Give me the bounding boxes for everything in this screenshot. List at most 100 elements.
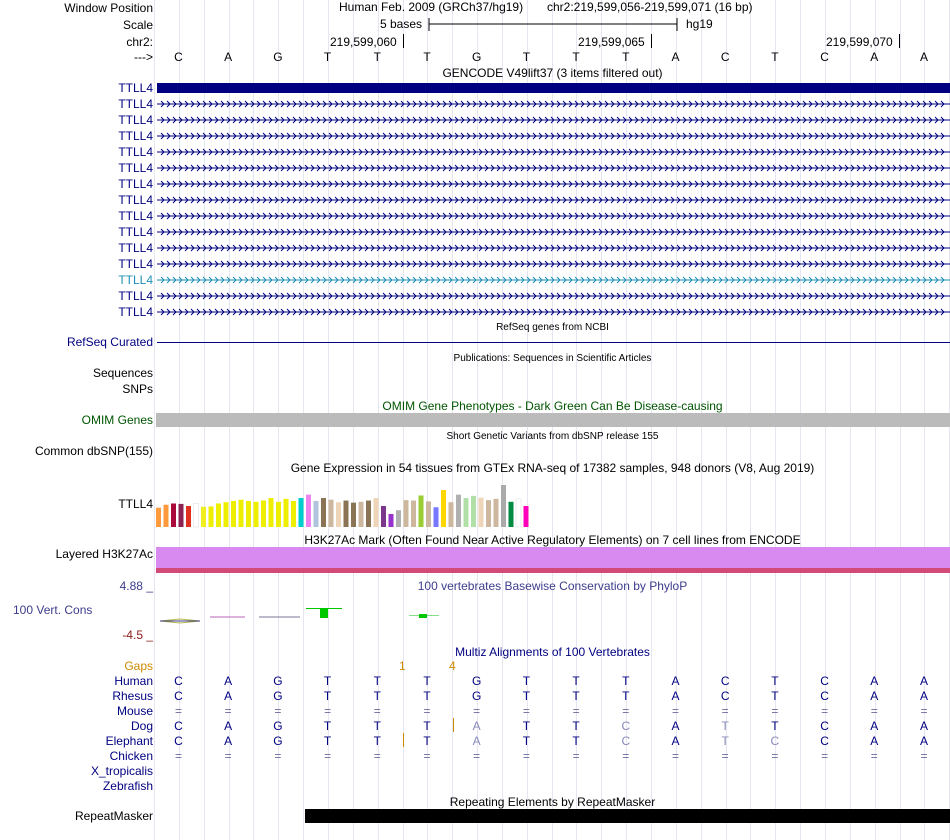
dbsnp-label[interactable]: Common dbSNP(155) (34, 444, 153, 458)
gencode-intron[interactable] (157, 179, 950, 189)
gtex-tissue-bar[interactable] (411, 500, 416, 527)
gtex-tissue-bar[interactable] (463, 498, 469, 527)
gencode-gene-label[interactable]: TTLL4 (118, 305, 153, 319)
gencode-intron[interactable] (157, 99, 950, 109)
h3k27ac-signal-layer[interactable] (156, 547, 950, 568)
gtex-tissue-bar[interactable] (216, 503, 221, 527)
gtex-tissue-bar[interactable] (238, 499, 244, 527)
gtex-tissue-bar[interactable] (321, 498, 326, 527)
gencode-exon[interactable] (157, 83, 950, 93)
position-readout[interactable]: chr2:219,599,056-219,599,071 (16 bp) (547, 0, 753, 14)
gtex-tissue-bar[interactable] (456, 494, 461, 527)
gtex-expression-chart[interactable] (155, 476, 535, 528)
gtex-tissue-bar[interactable] (381, 506, 386, 527)
gencode-intron[interactable] (157, 243, 950, 253)
gtex-tissue-bar[interactable] (523, 506, 529, 527)
repeatmasker-element[interactable] (305, 809, 950, 823)
gtex-tissue-bar[interactable] (478, 497, 484, 527)
h3k27ac-track-title[interactable]: H3K27Ac Mark (Often Found Near Active Re… (304, 533, 801, 547)
gtex-tissue-bar[interactable] (358, 501, 364, 527)
gtex-tissue-bar[interactable] (313, 500, 319, 527)
gtex-tissue-bar[interactable] (351, 502, 356, 527)
gtex-tissue-bar[interactable] (156, 507, 161, 527)
gtex-tissue-bar[interactable] (433, 507, 439, 527)
gencode-gene-label[interactable]: TTLL4 (118, 145, 153, 159)
gtex-tissue-bar[interactable] (328, 499, 334, 527)
gtex-tissue-bar[interactable] (268, 498, 274, 527)
gtex-tissue-bar[interactable] (515, 498, 522, 528)
repeatmasker-label[interactable]: RepeatMasker (74, 809, 153, 823)
gtex-tissue-bar[interactable] (178, 503, 184, 527)
gtex-gene-label[interactable]: TTLL4 (118, 497, 153, 511)
gencode-intron[interactable] (157, 147, 950, 157)
gtex-tissue-bar[interactable] (366, 500, 371, 527)
gtex-tissue-bar[interactable] (291, 500, 296, 527)
gtex-tissue-bar[interactable] (426, 501, 431, 527)
gtex-tissue-bar[interactable] (418, 495, 424, 528)
gencode-intron[interactable] (157, 163, 950, 173)
gtex-tissue-bar[interactable] (163, 504, 169, 527)
publications-snps-label[interactable]: SNPs (122, 382, 153, 396)
gtex-tissue-bar[interactable] (396, 510, 401, 527)
gencode-gene-label[interactable]: TTLL4 (118, 161, 153, 175)
gencode-gene-label[interactable]: TTLL4 (118, 209, 153, 223)
gtex-tissue-bar[interactable] (253, 501, 259, 527)
gencode-gene-label[interactable]: TTLL4 (118, 257, 153, 271)
phylop-track-title[interactable]: 100 vertebrates Basewise Conservation by… (417, 579, 688, 593)
publications-track-title[interactable]: Publications: Sequences in Scientific Ar… (453, 353, 652, 364)
refseq-track-title[interactable]: RefSeq genes from NCBI (496, 322, 609, 333)
gtex-tissue-bar[interactable] (283, 498, 289, 527)
h3k27ac-label[interactable]: Layered H3K27Ac (55, 547, 153, 561)
gtex-tissue-bar[interactable] (336, 502, 341, 527)
gtex-tissue-bar[interactable] (471, 495, 476, 527)
omim-track-title[interactable]: OMIM Gene Phenotypes - Dark Green Can Be… (382, 399, 723, 413)
gencode-gene-label[interactable]: TTLL4 (118, 273, 153, 287)
gencode-intron[interactable] (157, 307, 950, 317)
omim-label[interactable]: OMIM Genes (81, 413, 153, 427)
phylop-label[interactable]: 100 Vert. Cons (13, 603, 93, 617)
gencode-gene-label[interactable]: TTLL4 (118, 193, 153, 207)
gencode-gene-label[interactable]: TTLL4 (118, 81, 153, 95)
gtex-tissue-bar[interactable] (508, 501, 514, 527)
gtex-tissue-bar[interactable] (501, 485, 506, 527)
gencode-gene-label[interactable]: TTLL4 (118, 225, 153, 239)
gencode-track-title[interactable]: GENCODE V49lift37 (3 items filtered out) (442, 66, 663, 80)
repeatmasker-track-title[interactable]: Repeating Elements by RepeatMasker (449, 795, 656, 809)
gencode-gene-label[interactable]: TTLL4 (118, 129, 153, 143)
gtex-tissue-bar[interactable] (201, 506, 206, 527)
gtex-tissue-bar[interactable] (193, 503, 199, 528)
gencode-intron[interactable] (157, 195, 950, 205)
gtex-tissue-bar[interactable] (261, 500, 266, 527)
gtex-tissue-bar[interactable] (486, 500, 491, 527)
multiz-species-label[interactable]: Rhesus (112, 689, 153, 703)
gencode-gene-label[interactable]: TTLL4 (118, 289, 153, 303)
gencode-intron[interactable] (157, 227, 950, 237)
gtex-tissue-bar[interactable] (246, 500, 251, 527)
multiz-species-label[interactable]: Zebrafish (102, 779, 153, 793)
multiz-species-label[interactable]: Dog (130, 719, 153, 733)
publications-sequences-label[interactable]: Sequences (92, 366, 153, 380)
gencode-intron[interactable] (157, 211, 950, 221)
refseq-gene-line[interactable] (157, 342, 950, 343)
gencode-gene-label[interactable]: TTLL4 (118, 97, 153, 111)
gtex-tissue-bar[interactable] (186, 506, 191, 527)
multiz-track-title[interactable]: Multiz Alignments of 100 Vertebrates (455, 645, 650, 659)
gtex-tissue-bar[interactable] (223, 502, 229, 527)
gtex-tissue-bar[interactable] (403, 500, 409, 527)
gtex-tissue-bar[interactable] (276, 501, 281, 527)
gtex-tissue-bar[interactable] (373, 498, 379, 527)
gtex-track-title[interactable]: Gene Expression in 54 tissues from GTEx … (290, 461, 815, 475)
gencode-intron[interactable] (157, 275, 950, 285)
dbsnp-track-title[interactable]: Short Genetic Variants from dbSNP releas… (446, 431, 659, 442)
gtex-tissue-bar[interactable] (493, 498, 499, 527)
gtex-tissue-bar[interactable] (208, 506, 214, 527)
refseq-label[interactable]: RefSeq Curated (66, 335, 153, 349)
gencode-gene-label[interactable]: TTLL4 (118, 113, 153, 127)
multiz-species-label[interactable]: Elephant (105, 734, 153, 748)
gtex-tissue-bar[interactable] (171, 503, 176, 527)
gencode-intron[interactable] (157, 115, 950, 125)
gtex-tissue-bar[interactable] (343, 500, 349, 527)
gencode-gene-label[interactable]: TTLL4 (118, 241, 153, 255)
multiz-species-label[interactable]: Chicken (109, 749, 153, 763)
multiz-species-label[interactable]: Mouse (116, 704, 153, 718)
